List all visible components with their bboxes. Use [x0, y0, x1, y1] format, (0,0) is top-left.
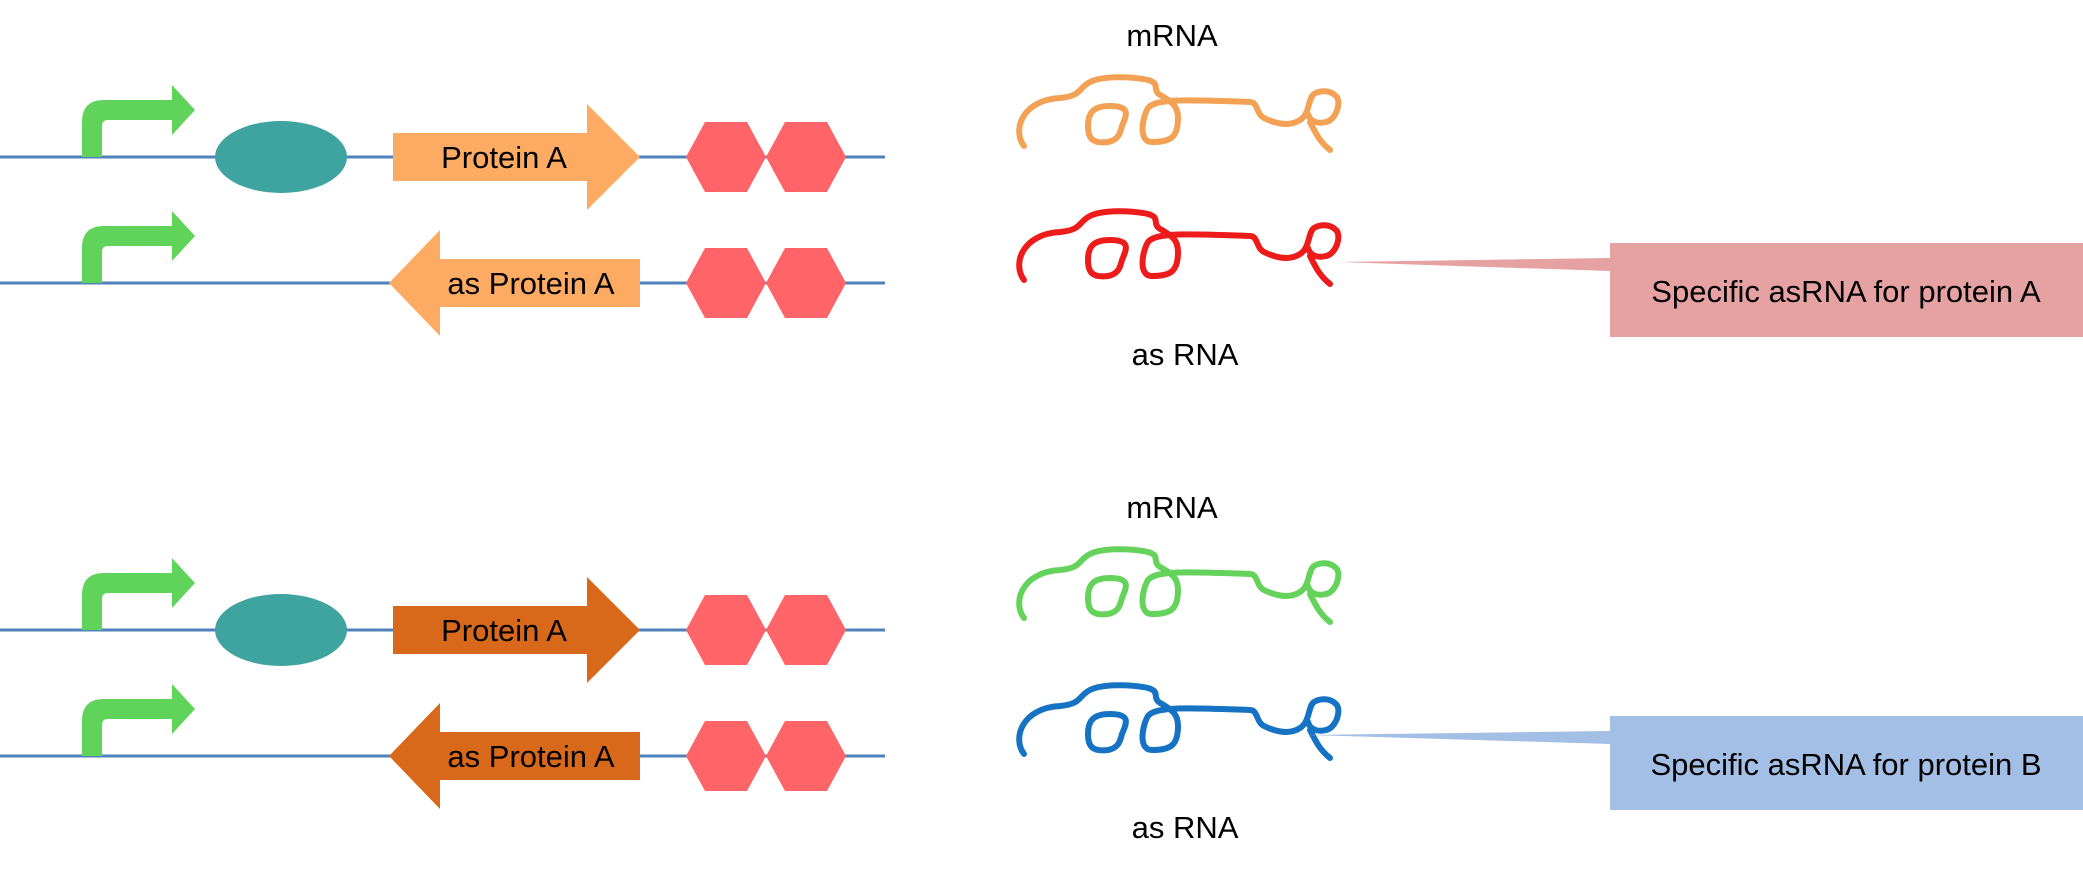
reverse-gene-label: as Protein A — [447, 266, 614, 301]
set2: Protein A as Protein A mRNA as RNA Speci… — [0, 490, 2083, 845]
asrna-label: as RNA — [1132, 810, 1239, 845]
asrna-squiggle-icon — [1019, 211, 1338, 284]
reverse-gene-label: as Protein A — [447, 739, 614, 774]
operator-icon — [215, 594, 347, 666]
asrna-squiggle-icon — [1019, 685, 1338, 758]
callout-pointer — [1308, 731, 1610, 744]
promoter-arrow-icon — [82, 85, 195, 157]
forward-gene-label: Protein A — [441, 613, 567, 648]
promoter-arrow-icon — [82, 211, 195, 283]
reverse-gene-arrow — [389, 230, 640, 336]
promoter-arrow-icon — [82, 558, 195, 630]
forward-gene-label: Protein A — [441, 140, 567, 175]
callout-label: Specific asRNA for protein B — [1650, 747, 2041, 782]
callout-box — [1610, 243, 2083, 337]
operator-icon — [215, 121, 347, 193]
mrna-label: mRNA — [1126, 18, 1218, 53]
terminator-icon — [686, 721, 846, 791]
callout-box — [1610, 716, 2083, 810]
callout-label: Specific asRNA for protein A — [1651, 274, 2041, 309]
mrna-squiggle-icon — [1019, 549, 1338, 622]
forward-gene-arrow — [393, 104, 640, 210]
callout-pointer — [1338, 258, 1610, 271]
terminator-icon — [686, 595, 846, 665]
asrna-label: as RNA — [1132, 337, 1239, 372]
mrna-squiggle-icon — [1019, 77, 1338, 150]
set1: Protein A as Protein A mRNA as RNA Speci… — [0, 18, 2083, 372]
promoter-arrow-icon — [82, 684, 195, 756]
terminator-icon — [686, 122, 846, 192]
terminator-icon — [686, 248, 846, 318]
reverse-gene-arrow — [389, 703, 640, 809]
forward-gene-arrow — [393, 577, 640, 683]
mrna-label: mRNA — [1126, 490, 1218, 525]
